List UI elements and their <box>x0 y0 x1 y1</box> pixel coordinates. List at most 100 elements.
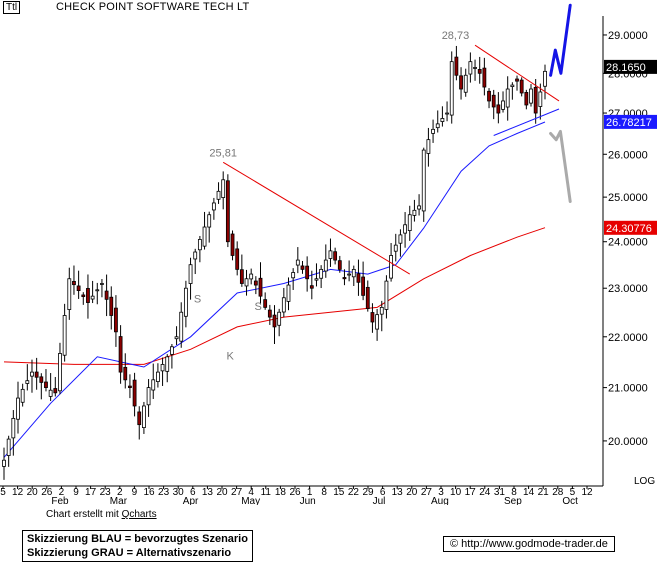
price-label: 26.78217 <box>604 114 657 129</box>
candle <box>454 45 459 81</box>
candle-body <box>48 389 53 397</box>
candle-body <box>375 314 380 330</box>
candle <box>81 292 86 305</box>
candle-body <box>454 56 459 76</box>
candle <box>431 119 435 143</box>
x-tick-label: 4 <box>248 487 254 498</box>
candle-body <box>90 295 95 300</box>
candle-body <box>39 376 44 383</box>
candle-body <box>244 278 249 287</box>
candle <box>174 326 179 345</box>
candle-body <box>393 244 398 252</box>
x-tick-label: 30 <box>173 487 185 498</box>
x-tick-label: 3 <box>438 487 444 498</box>
x-month-label: May <box>241 496 260 505</box>
candle <box>370 303 375 333</box>
x-month-label: Oct <box>562 496 578 505</box>
legend-gray: Skizzierung GRAU = Alternativszenario <box>27 547 232 559</box>
candle <box>104 274 109 317</box>
candle-body <box>361 276 366 296</box>
candle <box>221 171 226 210</box>
candle <box>160 357 165 386</box>
x-month-label: Feb <box>51 496 69 505</box>
candle-body <box>319 268 324 279</box>
x-tick-label: 27 <box>421 487 433 498</box>
candle-body <box>34 371 39 378</box>
candle <box>142 401 146 434</box>
y-tick-label: 26.0000 <box>608 149 648 161</box>
candle <box>86 274 90 319</box>
candle <box>34 357 39 390</box>
x-tick-label: 6 <box>190 487 196 498</box>
candle-body <box>342 277 347 280</box>
x-tick-label: 27 <box>231 487 243 498</box>
trendline <box>493 108 560 136</box>
candle <box>58 342 62 395</box>
candle <box>505 76 510 121</box>
candle <box>412 199 417 222</box>
candle <box>2 447 6 480</box>
candle <box>477 56 482 84</box>
x-month-label: Jun <box>300 496 316 505</box>
candle-body <box>389 255 393 279</box>
candle <box>393 233 398 262</box>
candle <box>76 270 81 299</box>
qcharts-link[interactable]: Qcharts <box>121 509 157 520</box>
candle <box>128 374 132 399</box>
x-tick-label: 13 <box>392 487 404 498</box>
x-tick-label: 18 <box>275 487 287 498</box>
candle-body <box>524 92 529 106</box>
candle-body <box>207 214 212 228</box>
candle <box>361 261 366 301</box>
log-scale-label: LOG <box>634 476 655 487</box>
candle <box>291 268 296 290</box>
credit-prefix: Chart erstellt mit <box>46 509 119 520</box>
x-tick-label: 20 <box>27 487 39 498</box>
candle <box>524 89 529 110</box>
candle-body <box>67 278 72 310</box>
x-tick-label: 12 <box>12 487 24 498</box>
candle <box>398 229 403 257</box>
candle <box>207 211 212 243</box>
candle <box>449 51 454 124</box>
candle-body <box>347 273 352 276</box>
scenarios <box>549 3 572 203</box>
candle <box>272 305 277 344</box>
candle-body <box>16 397 20 420</box>
candle <box>132 372 137 417</box>
candle-body <box>179 311 184 342</box>
annotation-label: S <box>194 294 201 306</box>
y-tick-label: 25.0000 <box>608 192 648 204</box>
candle-body <box>6 438 11 456</box>
candle-body <box>417 205 421 210</box>
candle <box>328 238 333 267</box>
price-label: 28.1650 <box>604 59 657 74</box>
candle <box>137 406 142 440</box>
candle-body <box>328 250 333 259</box>
candle-body <box>230 233 235 256</box>
candle <box>538 83 543 120</box>
candle-body <box>30 371 34 377</box>
candle-body <box>249 273 254 280</box>
source-url[interactable]: © http://www.godmode-trader.de <box>443 536 615 552</box>
candle <box>519 77 524 97</box>
candle <box>365 280 370 312</box>
candle-body <box>501 100 505 110</box>
candle-body <box>365 286 370 309</box>
candle-body <box>263 299 268 308</box>
x-tick-label: 8 <box>321 487 327 498</box>
candle <box>300 260 305 274</box>
candle <box>114 295 118 347</box>
candle-body <box>403 224 407 234</box>
candle <box>351 265 356 287</box>
x-tick-label: 14 <box>523 487 535 498</box>
candle-body <box>2 459 6 467</box>
x-month-label: Sep <box>504 496 522 505</box>
candle-body <box>109 296 114 316</box>
candle <box>239 254 244 287</box>
candle <box>72 265 76 295</box>
candle-body <box>323 259 328 272</box>
candle <box>62 303 67 362</box>
candle-body <box>431 128 435 134</box>
candle <box>501 91 505 113</box>
